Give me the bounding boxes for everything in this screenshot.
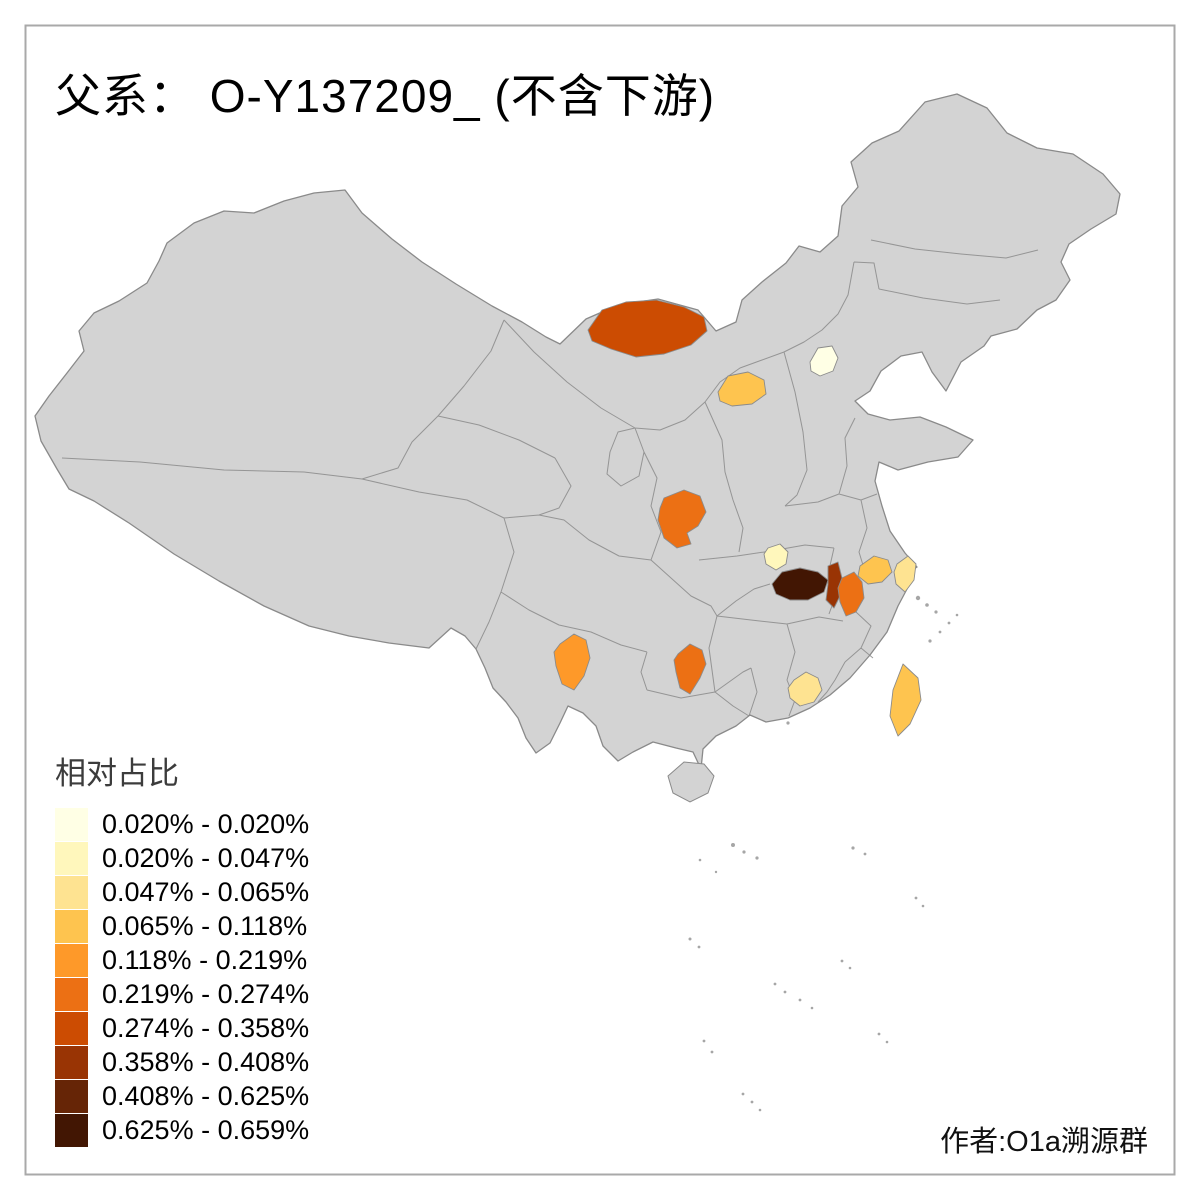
legend-label: 0.408% - 0.625% bbox=[102, 1080, 310, 1111]
islet-dot bbox=[798, 998, 802, 1002]
legend-label: 0.219% - 0.274% bbox=[102, 978, 310, 1009]
figure-border bbox=[24, 24, 1176, 1176]
legend-row: 0.219% - 0.274% bbox=[55, 977, 309, 1011]
legend-label: 0.065% - 0.118% bbox=[102, 910, 308, 941]
islet-dot bbox=[755, 856, 759, 860]
legend-label: 0.047% - 0.065% bbox=[102, 876, 310, 907]
legend-row: 0.020% - 0.047% bbox=[55, 841, 309, 875]
legend-rows: 0.020% - 0.020% 0.020% - 0.047% 0.047% - 0… bbox=[55, 807, 309, 1147]
region-shaanxi bbox=[657, 489, 707, 549]
region-guizhou bbox=[673, 643, 707, 695]
islet-dot bbox=[851, 846, 855, 850]
islet-dot bbox=[783, 990, 787, 994]
islet-dot bbox=[741, 1092, 745, 1096]
south-china-sea-islets bbox=[688, 595, 959, 1112]
legend-label: 0.118% - 0.219% bbox=[102, 944, 308, 975]
islet-dot bbox=[877, 1032, 881, 1036]
islet-dot bbox=[955, 613, 959, 617]
islet-dot bbox=[934, 610, 938, 614]
legend-row: 0.358% - 0.408% bbox=[55, 1045, 309, 1079]
province-borders bbox=[61, 239, 1039, 717]
islet-dot bbox=[840, 959, 844, 963]
islet-dot bbox=[914, 896, 918, 900]
region-taiwan bbox=[889, 663, 922, 737]
islet-dot bbox=[710, 1050, 714, 1054]
region-yunnan bbox=[553, 633, 591, 691]
islet-dot bbox=[928, 639, 932, 643]
islet-dot bbox=[863, 852, 867, 856]
islet-dot bbox=[925, 603, 929, 607]
islet-dot bbox=[938, 630, 942, 634]
islet-dot bbox=[773, 982, 777, 986]
islet-dot bbox=[731, 843, 735, 847]
legend-swatch bbox=[55, 909, 88, 943]
islet-dot bbox=[702, 1039, 706, 1043]
legend-swatch bbox=[55, 1045, 88, 1079]
legend-row: 0.408% - 0.625% bbox=[55, 1079, 309, 1113]
hainan-island bbox=[667, 761, 715, 803]
legend-swatch bbox=[55, 943, 88, 977]
legend: 相对占比 0.020% - 0.020% 0.020% - 0.047% 0.047… bbox=[55, 748, 309, 1147]
legend-title: 相对占比 bbox=[55, 756, 179, 791]
legend-label: 0.274% - 0.358% bbox=[102, 1012, 310, 1043]
islet-dot bbox=[742, 850, 746, 854]
region-e-hubei bbox=[825, 561, 843, 609]
islet-dot bbox=[915, 595, 921, 601]
legend-swatch bbox=[55, 1011, 88, 1045]
legend-label: 0.358% - 0.408% bbox=[102, 1046, 310, 1077]
islet-dot bbox=[688, 937, 692, 941]
legend-label: 0.020% - 0.020% bbox=[102, 808, 310, 839]
legend-swatch bbox=[55, 875, 88, 909]
islet-dot bbox=[714, 870, 718, 874]
map-title: 父系： O-Y137209_ (不含下游) bbox=[55, 70, 716, 122]
legend-swatch bbox=[55, 977, 88, 1011]
islet-dot bbox=[697, 945, 701, 949]
islet-dot bbox=[848, 966, 852, 970]
region-nw-hubei bbox=[763, 543, 789, 571]
region-jiangsu bbox=[857, 555, 893, 585]
region-beijing bbox=[809, 345, 839, 377]
region-inner-mongolia bbox=[587, 299, 708, 358]
islet-dot bbox=[947, 621, 951, 625]
legend-swatch bbox=[55, 1079, 88, 1113]
legend-swatch bbox=[55, 807, 88, 841]
legend-row: 0.065% - 0.118% bbox=[55, 909, 309, 943]
islet-dot bbox=[698, 858, 702, 862]
legend-row: 0.274% - 0.358% bbox=[55, 1011, 309, 1045]
author-credit: 作者:O1a溯源群 bbox=[940, 1126, 1148, 1158]
legend-row: 0.020% - 0.020% bbox=[55, 807, 309, 841]
islet-dot bbox=[758, 1108, 762, 1112]
region-guangdong bbox=[787, 671, 823, 707]
region-shanxi bbox=[717, 371, 767, 407]
region-shanghai bbox=[893, 555, 917, 593]
islet-dot bbox=[885, 1040, 889, 1044]
legend-row: 0.625% - 0.659% bbox=[55, 1113, 309, 1147]
legend-swatch bbox=[55, 841, 88, 875]
islet-dot bbox=[750, 1100, 754, 1104]
region-anhui bbox=[837, 571, 865, 617]
islet-dot bbox=[921, 904, 925, 908]
legend-row: 0.047% - 0.065% bbox=[55, 875, 309, 909]
islet-dot bbox=[810, 1006, 814, 1010]
legend-label: 0.625% - 0.659% bbox=[102, 1114, 310, 1145]
islet-dot bbox=[786, 721, 790, 725]
region-w-hubei bbox=[771, 567, 829, 601]
legend-label: 0.020% - 0.047% bbox=[102, 842, 310, 873]
legend-row: 0.118% - 0.219% bbox=[55, 943, 309, 977]
legend-swatch bbox=[55, 1113, 88, 1147]
